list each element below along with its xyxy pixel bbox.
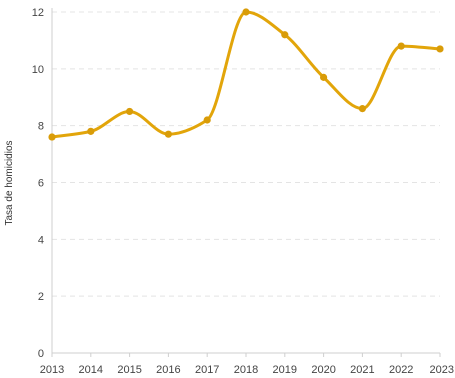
x-tick-label: 2014 bbox=[79, 364, 103, 376]
data-point bbox=[397, 42, 405, 50]
y-tick-label: 10 bbox=[32, 64, 44, 76]
y-tick-label: 6 bbox=[38, 178, 44, 190]
y-axis-label: Tasa de homicidios bbox=[4, 140, 15, 225]
x-tick-label: 2013 bbox=[40, 364, 64, 376]
data-point bbox=[87, 127, 95, 135]
y-tick-labels: 0 2 4 6 8 10 12 bbox=[32, 7, 44, 360]
x-tick-label: 2017 bbox=[195, 364, 219, 376]
x-tick-label: 2022 bbox=[389, 364, 413, 376]
x-tick-label: 2018 bbox=[234, 364, 258, 376]
x-tick-label: 2019 bbox=[273, 364, 297, 376]
data-point bbox=[320, 73, 328, 81]
y-tick-label: 4 bbox=[38, 234, 44, 246]
data-point bbox=[242, 8, 250, 16]
data-point bbox=[436, 45, 444, 53]
x-tick-labels: 2013 2014 2015 2016 2017 2018 2019 2020 2021 2022… bbox=[40, 364, 454, 376]
data-point bbox=[164, 130, 172, 138]
x-tick-label: 2015 bbox=[117, 364, 141, 376]
gridlines bbox=[52, 11, 440, 297]
y-tick-label: 2 bbox=[38, 291, 44, 303]
series-line bbox=[50, 10, 442, 139]
x-tick-label: 2016 bbox=[156, 364, 180, 376]
y-tick-label: 0 bbox=[38, 348, 44, 360]
data-point bbox=[281, 31, 289, 39]
x-tick-label: 2020 bbox=[311, 364, 335, 376]
y-tick-label: 8 bbox=[38, 121, 44, 133]
y-tick-label: 12 bbox=[32, 7, 44, 19]
x-tick-label: 2023 bbox=[430, 364, 454, 376]
data-point bbox=[358, 105, 366, 113]
axes bbox=[51, 8, 441, 357]
data-points bbox=[48, 8, 444, 141]
x-tick-label: 2021 bbox=[350, 364, 374, 376]
data-point bbox=[126, 107, 134, 116]
data-point bbox=[48, 133, 56, 141]
data-point bbox=[203, 116, 211, 124]
